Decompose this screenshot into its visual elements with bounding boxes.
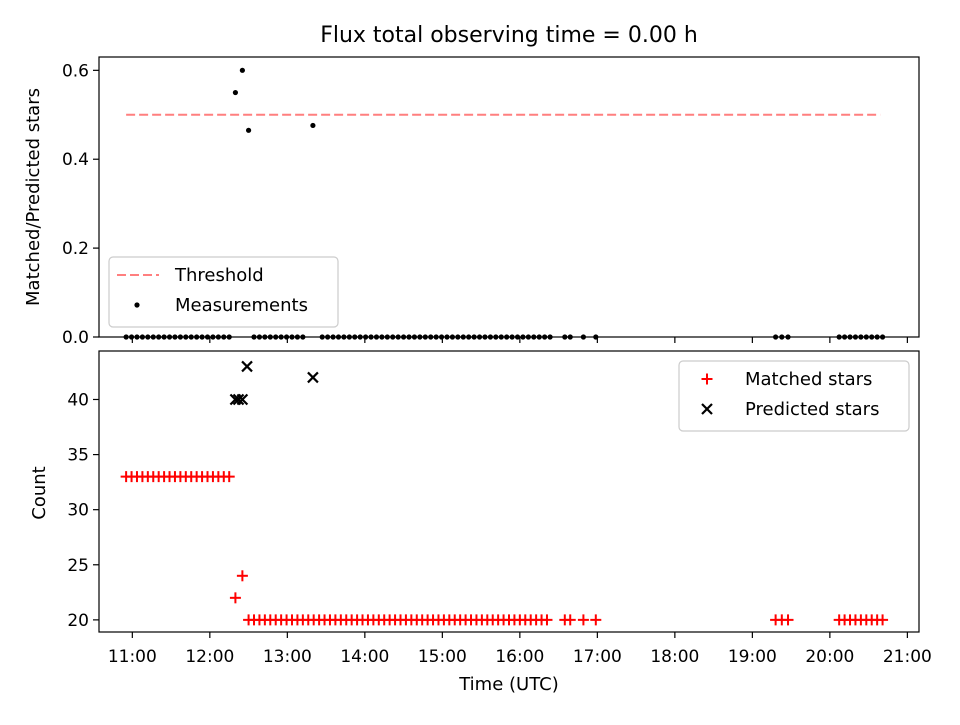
x-tick-label-0: 11:00 [108,647,157,667]
x-tick-label-1: 12:00 [185,647,234,667]
bottom-series-1 [229,360,319,406]
bottom-legend-box [678,360,910,432]
x-tick-label-4: 15:00 [418,647,467,667]
x-tick-label-5: 16:00 [495,647,544,667]
top-panel: 0.0 0.2 0.4 0.6 Threshold Measurements [62,56,920,348]
bottom-point-1-2 [236,393,249,406]
x-tick-label-10: 21:00 [883,647,932,667]
chart-title: Flux total observing time = 0.00 h [320,23,698,48]
top-plot-frame [98,56,920,338]
bottom-point-0-80 [577,614,589,626]
top-legend: Threshold Measurements [108,256,339,328]
x-tick-label-7: 18:00 [650,647,699,667]
top-y-tick-label-3: 0.6 [62,61,89,81]
top-point-0-33 [310,122,316,129]
x-axis-label: Time (UTC) [458,674,559,695]
top-y-axis-label: Matched/Predicted stars [23,88,44,306]
bottom-point-0-19 [223,471,235,483]
bottom-y-tick-label-4: 40 [67,390,89,410]
x-tick-label-2: 13:00 [263,647,312,667]
bottom-point-0-20 [229,592,241,604]
bottom-legend: Matched stars Predicted stars [678,360,910,432]
bottom-legend-label-1: Predicted stars [745,399,879,420]
bottom-y-axis-label: Count [29,466,50,519]
x-tick-label-6: 17:00 [573,647,622,667]
bottom-legend-handle-0 [701,373,713,385]
bottom-y-tick-label-2: 30 [67,501,89,521]
top-point-0-21 [239,67,245,73]
bottom-point-0-21 [236,570,248,582]
top-y-tick-label-0: 0.0 [62,328,89,348]
bottom-point-0-77 [541,614,553,626]
bottom-panel: 20 25 30 35 40 11:00 12:00 13:00 14:00 15:00 16:00… [67,350,932,667]
bottom-series-0 [120,471,889,626]
x-tick-label-3: 14:00 [340,647,389,667]
top-legend-box [108,256,339,328]
top-y-tick-label-2: 0.4 [62,150,89,170]
bottom-legend-label-0: Matched stars [745,369,872,390]
bottom-plot-frame [98,350,920,633]
top-legend-label-0: Threshold [174,265,264,286]
top-legend-handle-1 [134,302,140,308]
bottom-y-tick-label-3: 35 [67,446,89,466]
x-tick-label-9: 20:00 [805,647,854,667]
bottom-point-0-81 [590,614,602,626]
top-y-tick-label-1: 0.2 [62,239,89,259]
bottom-y-tick-label-0: 20 [67,611,89,631]
top-point-0-20 [232,89,239,96]
bottom-y-tick-label-1: 25 [67,556,89,576]
top-point-0-22 [245,127,252,133]
bottom-point-0-93 [877,614,889,626]
bottom-point-0-79 [564,614,576,626]
bottom-point-1-3 [241,360,253,373]
bottom-legend-handle-1 [701,403,713,415]
top-legend-label-1: Measurements [175,295,308,316]
bottom-point-1-4 [307,371,319,384]
x-tick-label-8: 19:00 [728,647,777,667]
bottom-point-1-1 [232,393,245,406]
bottom-point-0-84 [782,614,794,626]
